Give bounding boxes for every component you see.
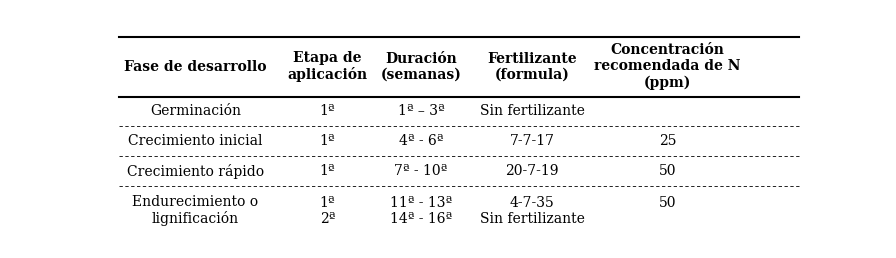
Text: Crecimiento rápido: Crecimiento rápido	[126, 164, 264, 179]
Text: 7-7-17: 7-7-17	[510, 134, 555, 148]
Text: 7ª - 10ª: 7ª - 10ª	[394, 164, 448, 178]
Text: 4ª - 6ª: 4ª - 6ª	[399, 134, 444, 148]
Text: Germinación: Germinación	[150, 104, 241, 118]
Text: Duración
(semanas): Duración (semanas)	[381, 52, 461, 82]
Text: 1ª: 1ª	[320, 134, 335, 148]
Text: Etapa de
aplicación: Etapa de aplicación	[288, 51, 367, 82]
Text: 11ª - 13ª
14ª - 16ª: 11ª - 13ª 14ª - 16ª	[390, 196, 452, 226]
Text: 50: 50	[659, 196, 676, 226]
Text: Sin fertilizante: Sin fertilizante	[479, 104, 584, 118]
Text: 20-7-19: 20-7-19	[505, 164, 559, 178]
Text: Fase de desarrollo: Fase de desarrollo	[124, 60, 267, 74]
Text: 1ª: 1ª	[320, 104, 335, 118]
Text: Endurecimiento o
lignificación: Endurecimiento o lignificación	[133, 195, 258, 227]
Text: 50: 50	[659, 164, 676, 178]
Text: Concentración
recomendada de N
(ppm): Concentración recomendada de N (ppm)	[594, 43, 741, 90]
Text: 1ª – 3ª: 1ª – 3ª	[398, 104, 444, 118]
Text: 1ª
2ª: 1ª 2ª	[320, 196, 335, 226]
Text: Crecimiento inicial: Crecimiento inicial	[128, 134, 263, 148]
Text: Fertilizante
(formula): Fertilizante (formula)	[487, 52, 577, 82]
Text: 4-7-35
Sin fertilizante: 4-7-35 Sin fertilizante	[479, 196, 584, 226]
Text: 1ª: 1ª	[320, 164, 335, 178]
Text: 25: 25	[659, 134, 676, 148]
